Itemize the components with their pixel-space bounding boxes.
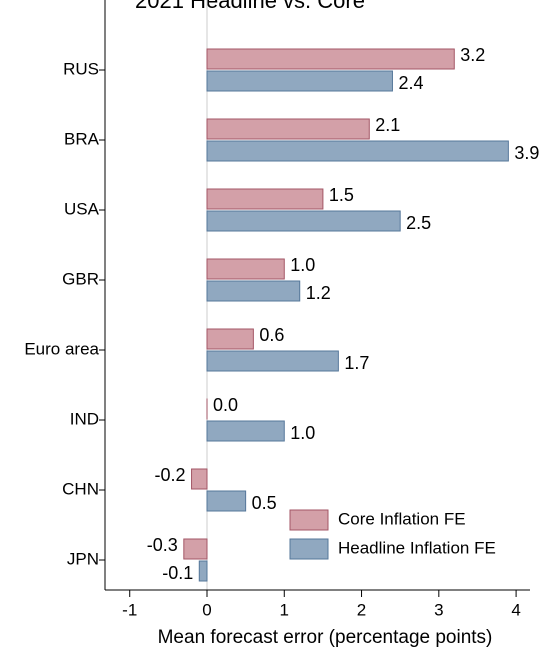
value-label: 1.0	[290, 255, 315, 275]
value-label: 0.5	[252, 493, 277, 513]
value-label: 0.0	[213, 395, 238, 415]
x-axis-label: Mean forecast error (percentage points)	[158, 627, 493, 648]
chart-title: 2021 Headline vs. Core	[135, 0, 365, 13]
legend-swatch	[289, 538, 329, 560]
value-label: 2.4	[398, 73, 423, 93]
value-label: 1.2	[306, 283, 331, 303]
bar	[206, 280, 301, 302]
value-label: 1.0	[290, 423, 315, 443]
bar	[206, 118, 370, 140]
y-tick-label: GBR	[62, 269, 99, 288]
bar	[206, 350, 339, 372]
legend-label: Core Inflation FE	[338, 509, 466, 528]
bar	[206, 210, 401, 232]
x-tick-label: 3	[434, 600, 443, 619]
bar	[206, 140, 509, 162]
x-tick-label: 2	[357, 600, 366, 619]
bar	[206, 70, 393, 92]
x-tick-label: 1	[280, 600, 289, 619]
value-label: -0.1	[162, 563, 193, 583]
value-label: 3.2	[460, 45, 485, 65]
value-label: 2.5	[406, 213, 431, 233]
bar	[206, 490, 247, 512]
value-label: 1.7	[344, 353, 369, 373]
legend-label: Headline Inflation FE	[338, 538, 496, 557]
bar	[198, 560, 208, 582]
y-tick-label: CHN	[62, 479, 99, 498]
bar	[206, 328, 254, 350]
y-tick-label: IND	[70, 409, 99, 428]
value-label: -0.3	[147, 535, 178, 555]
y-tick-label: BRA	[64, 129, 100, 148]
y-tick-label: RUS	[63, 59, 99, 78]
y-tick-label: JPN	[67, 549, 99, 568]
bar	[206, 420, 285, 442]
bar	[191, 468, 208, 490]
bar	[206, 48, 455, 70]
value-label: 0.6	[259, 325, 284, 345]
y-tick-label: Euro area	[24, 339, 99, 358]
y-tick-label: USA	[64, 199, 100, 218]
x-tick-label: -1	[122, 600, 137, 619]
bar	[206, 258, 285, 280]
x-tick-label: 0	[202, 600, 211, 619]
value-label: 3.9	[514, 143, 539, 163]
value-label: -0.2	[155, 465, 186, 485]
value-label: 2.1	[375, 115, 400, 135]
value-label: 1.5	[329, 185, 354, 205]
bar	[206, 188, 324, 210]
legend-swatch	[289, 509, 329, 531]
bar	[183, 538, 208, 560]
x-tick-label: 4	[511, 600, 520, 619]
